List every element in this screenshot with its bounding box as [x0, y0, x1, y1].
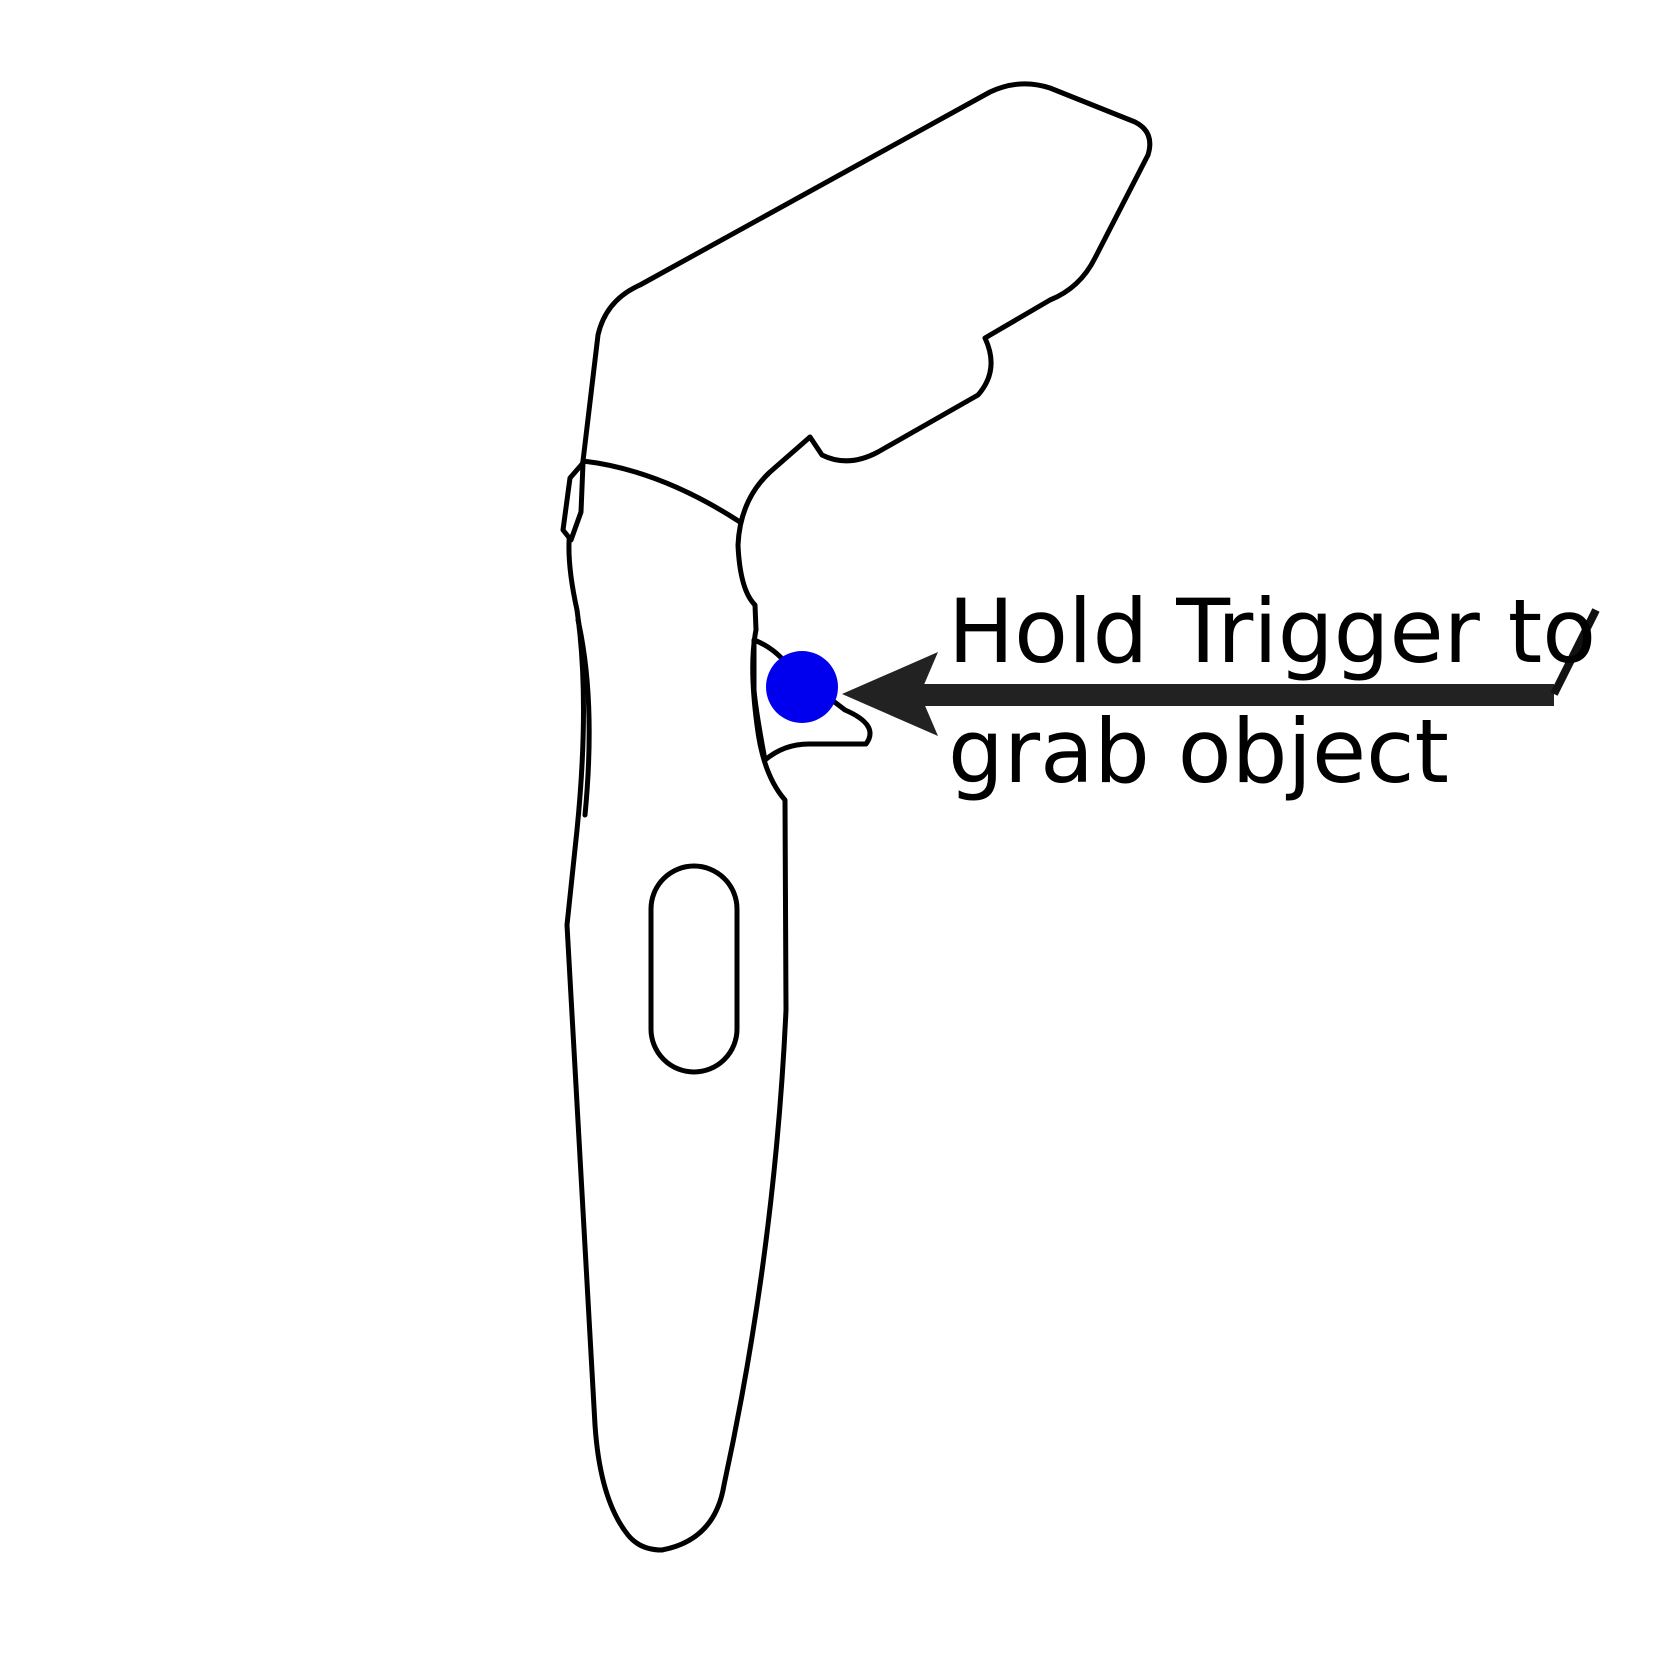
side-button-upper: [560, 460, 586, 543]
callout-line-1: Hold Trigger to: [948, 580, 1597, 683]
vr-controller-icon: [564, 81, 1153, 1553]
side-button-strip: [575, 617, 592, 818]
grip-band-line: [580, 458, 743, 525]
callout-arrow-shaft: [920, 684, 1554, 706]
callout-line-2: grab object: [948, 700, 1449, 803]
trigger-marker-dot: [766, 651, 838, 723]
callout-caption: Hold Trigger to grab object: [948, 572, 1648, 812]
callout-arrow-tail-stroke: [1550, 608, 1600, 696]
callout-arrow-head: [842, 652, 938, 736]
system-button-icon: [648, 863, 740, 1075]
